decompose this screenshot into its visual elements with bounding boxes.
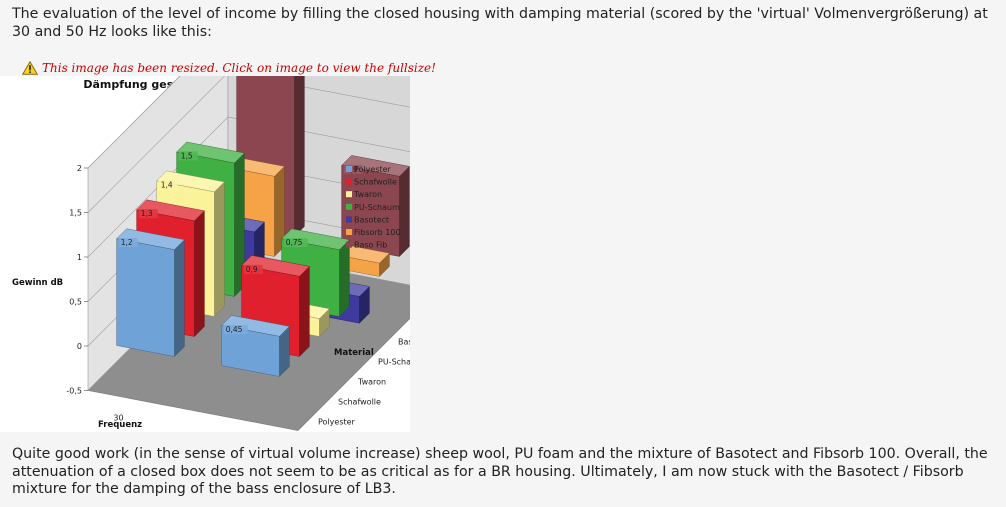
- data-label-box: [223, 324, 248, 334]
- legend-swatch: [346, 241, 352, 248]
- data-label: 1,4: [161, 180, 173, 189]
- data-label-box: [243, 264, 263, 274]
- bar-side: [399, 165, 410, 257]
- x-tick-label: 30: [113, 414, 123, 423]
- bar-polyester-30: 1,2: [116, 228, 185, 357]
- data-label: 0,75: [286, 238, 303, 247]
- material-label: Polyester: [318, 418, 356, 427]
- gridline: [87, 76, 410, 213]
- chart-image[interactable]: Dämpfung geschlossenes Gehäuse 30/50 Hz …: [0, 76, 410, 432]
- legend-swatch: [346, 229, 352, 235]
- resize-notice-text: This image has been resized. Click on im…: [42, 61, 436, 75]
- bar-side: [294, 76, 305, 237]
- material-label: Schafwolle: [338, 398, 381, 407]
- legend-label: Baso Fib: [354, 241, 387, 250]
- legend-swatch: [346, 216, 352, 223]
- y-tick-label: -0,5: [66, 387, 82, 396]
- legend-label: Twaron: [353, 190, 382, 199]
- bar-polyester-50: 0,45: [221, 315, 290, 377]
- bar-front: [221, 325, 280, 377]
- legend-swatch: [346, 191, 352, 198]
- data-label-box: [178, 151, 198, 161]
- legend-label: Schafwolle: [354, 178, 397, 187]
- y-tick-label: 0,5: [69, 298, 82, 307]
- y-tick-label: 1,5: [69, 209, 82, 218]
- data-label-box: [118, 238, 138, 248]
- data-label: 0,9: [246, 265, 258, 274]
- legend-swatch: [346, 166, 352, 172]
- bar-side: [214, 181, 225, 317]
- y-tick-label: 0: [77, 342, 82, 351]
- bar-side: [339, 239, 350, 317]
- data-label-box: [138, 209, 158, 219]
- conclusion-paragraph: Quite good work (in the sense of virtual…: [12, 446, 988, 497]
- gridline: [87, 76, 181, 169]
- x-tick-labels: 3050: [113, 414, 123, 423]
- data-label: 1,5: [181, 151, 193, 160]
- legend-label: Fibsorb 100: [354, 228, 401, 237]
- intro-paragraph: The evaluation of the level of income by…: [12, 6, 988, 40]
- y-tick-label: 2: [77, 164, 82, 173]
- resize-notice-link[interactable]: This image has been resized. Click on im…: [22, 61, 436, 75]
- bar-front: [116, 238, 175, 357]
- data-label-box: [158, 180, 178, 190]
- y-axis-title: Gewinn dB: [12, 278, 63, 288]
- x-axis-title: Frequenz: [98, 420, 142, 430]
- data-label: 0,45: [226, 325, 243, 334]
- data-label: 1,3: [141, 209, 153, 218]
- material-label: PU-Schaum: [378, 358, 410, 367]
- bars: 1,90,90,90,150,5-0,31,50,751,40,21,30,91…: [116, 76, 410, 377]
- data-label: 1,2: [121, 238, 133, 247]
- data-label-box: [283, 238, 308, 248]
- legend-label: PU-Schaum: [354, 203, 400, 212]
- bar-side: [299, 265, 310, 357]
- bar-side: [174, 239, 185, 357]
- material-label: Basotect: [398, 338, 410, 347]
- chart-legend: Polyester Schafwolle Twaron PU-Schaum Basote…: [346, 165, 401, 250]
- legend-swatch: [346, 203, 352, 210]
- warning-triangle-icon: [22, 61, 38, 75]
- y-tick-labels: -0,5 0 0,5 1 1,5 2: [66, 164, 82, 396]
- bar-side: [194, 210, 205, 337]
- material-label: Twaron: [357, 378, 386, 387]
- material-axis-title: Material: [334, 348, 374, 358]
- data-label-box: [343, 164, 363, 174]
- gridline: [87, 116, 410, 258]
- material-axis-labels: Polyester Schafwolle Twaron PU-Schaum Basote…: [318, 338, 410, 427]
- legend-label: Basotect: [354, 215, 389, 224]
- damping-chart: Dämpfung geschlossenes Gehäuse 30/50 Hz …: [12, 76, 410, 431]
- legend-swatch: [346, 178, 352, 185]
- legend-label: Polyester: [354, 165, 392, 174]
- y-tick-label: 1: [77, 253, 82, 262]
